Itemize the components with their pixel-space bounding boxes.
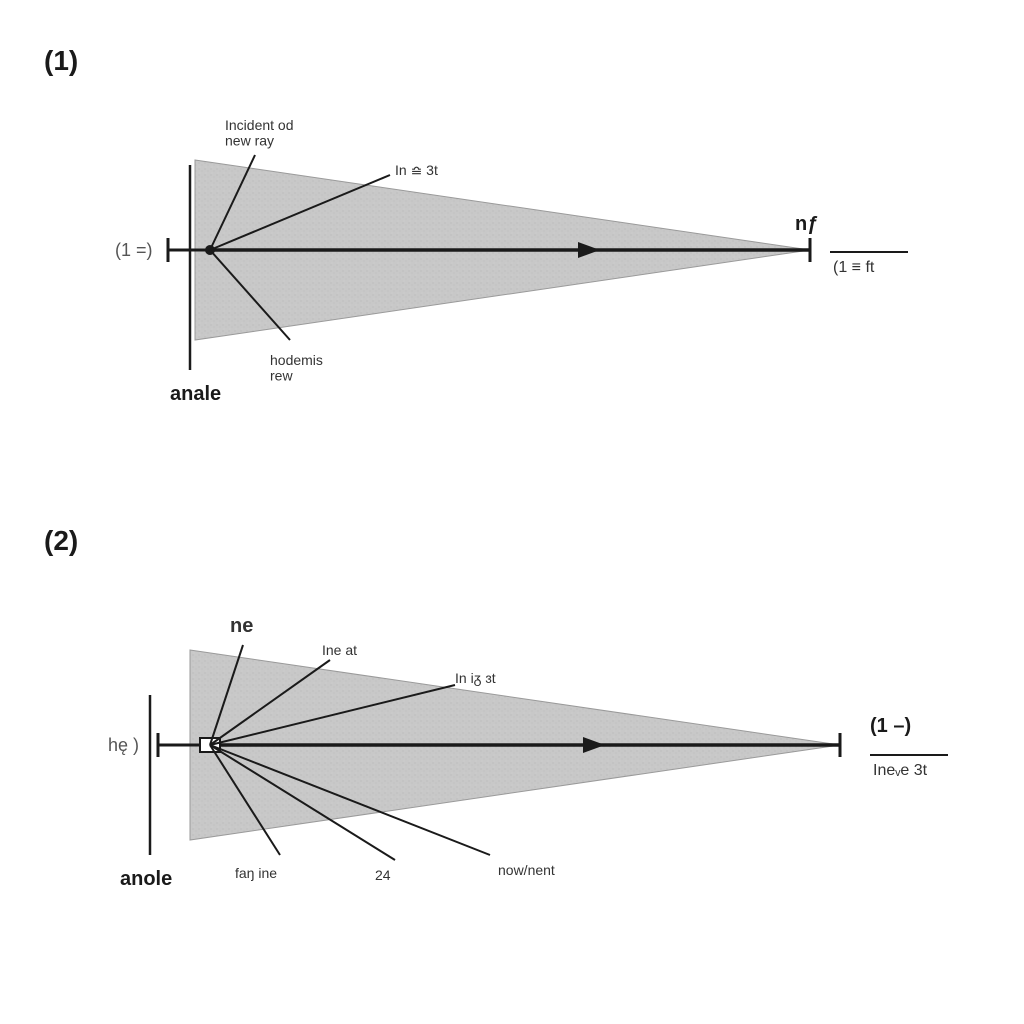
- axis-left-label: (1 =): [115, 240, 153, 260]
- panel-p2: [150, 645, 948, 860]
- ray-label-3: faŋ ine: [235, 865, 277, 881]
- apex-top-label: nƒ: [795, 213, 818, 235]
- anale-label: anale: [170, 383, 221, 405]
- ray-label-1: In ⪮ 3t: [395, 162, 438, 178]
- panel-header: (1): [44, 45, 78, 76]
- ray-label-5: now/nent: [498, 862, 555, 878]
- ray-label-0: Incident odnew ray: [225, 117, 294, 148]
- panel-p1: [168, 155, 908, 370]
- panel-header: (2): [44, 525, 78, 556]
- apex-frac-bot: (1 ≡ ft: [833, 259, 875, 276]
- apex-top-label: (1 –): [870, 715, 911, 737]
- axis-left-label: hę ): [108, 735, 139, 755]
- ray-label-4: 24: [375, 867, 391, 883]
- anale-label: anole: [120, 868, 172, 890]
- ray-label-2: In iᵹ ɜt: [455, 670, 496, 686]
- ray-label-0: ne: [230, 615, 253, 637]
- apex-frac-bot: Ineᵥe 3t: [873, 762, 928, 779]
- ray-label-1: Ine at: [322, 642, 357, 658]
- ray-label-2: hodemisrew: [270, 352, 323, 383]
